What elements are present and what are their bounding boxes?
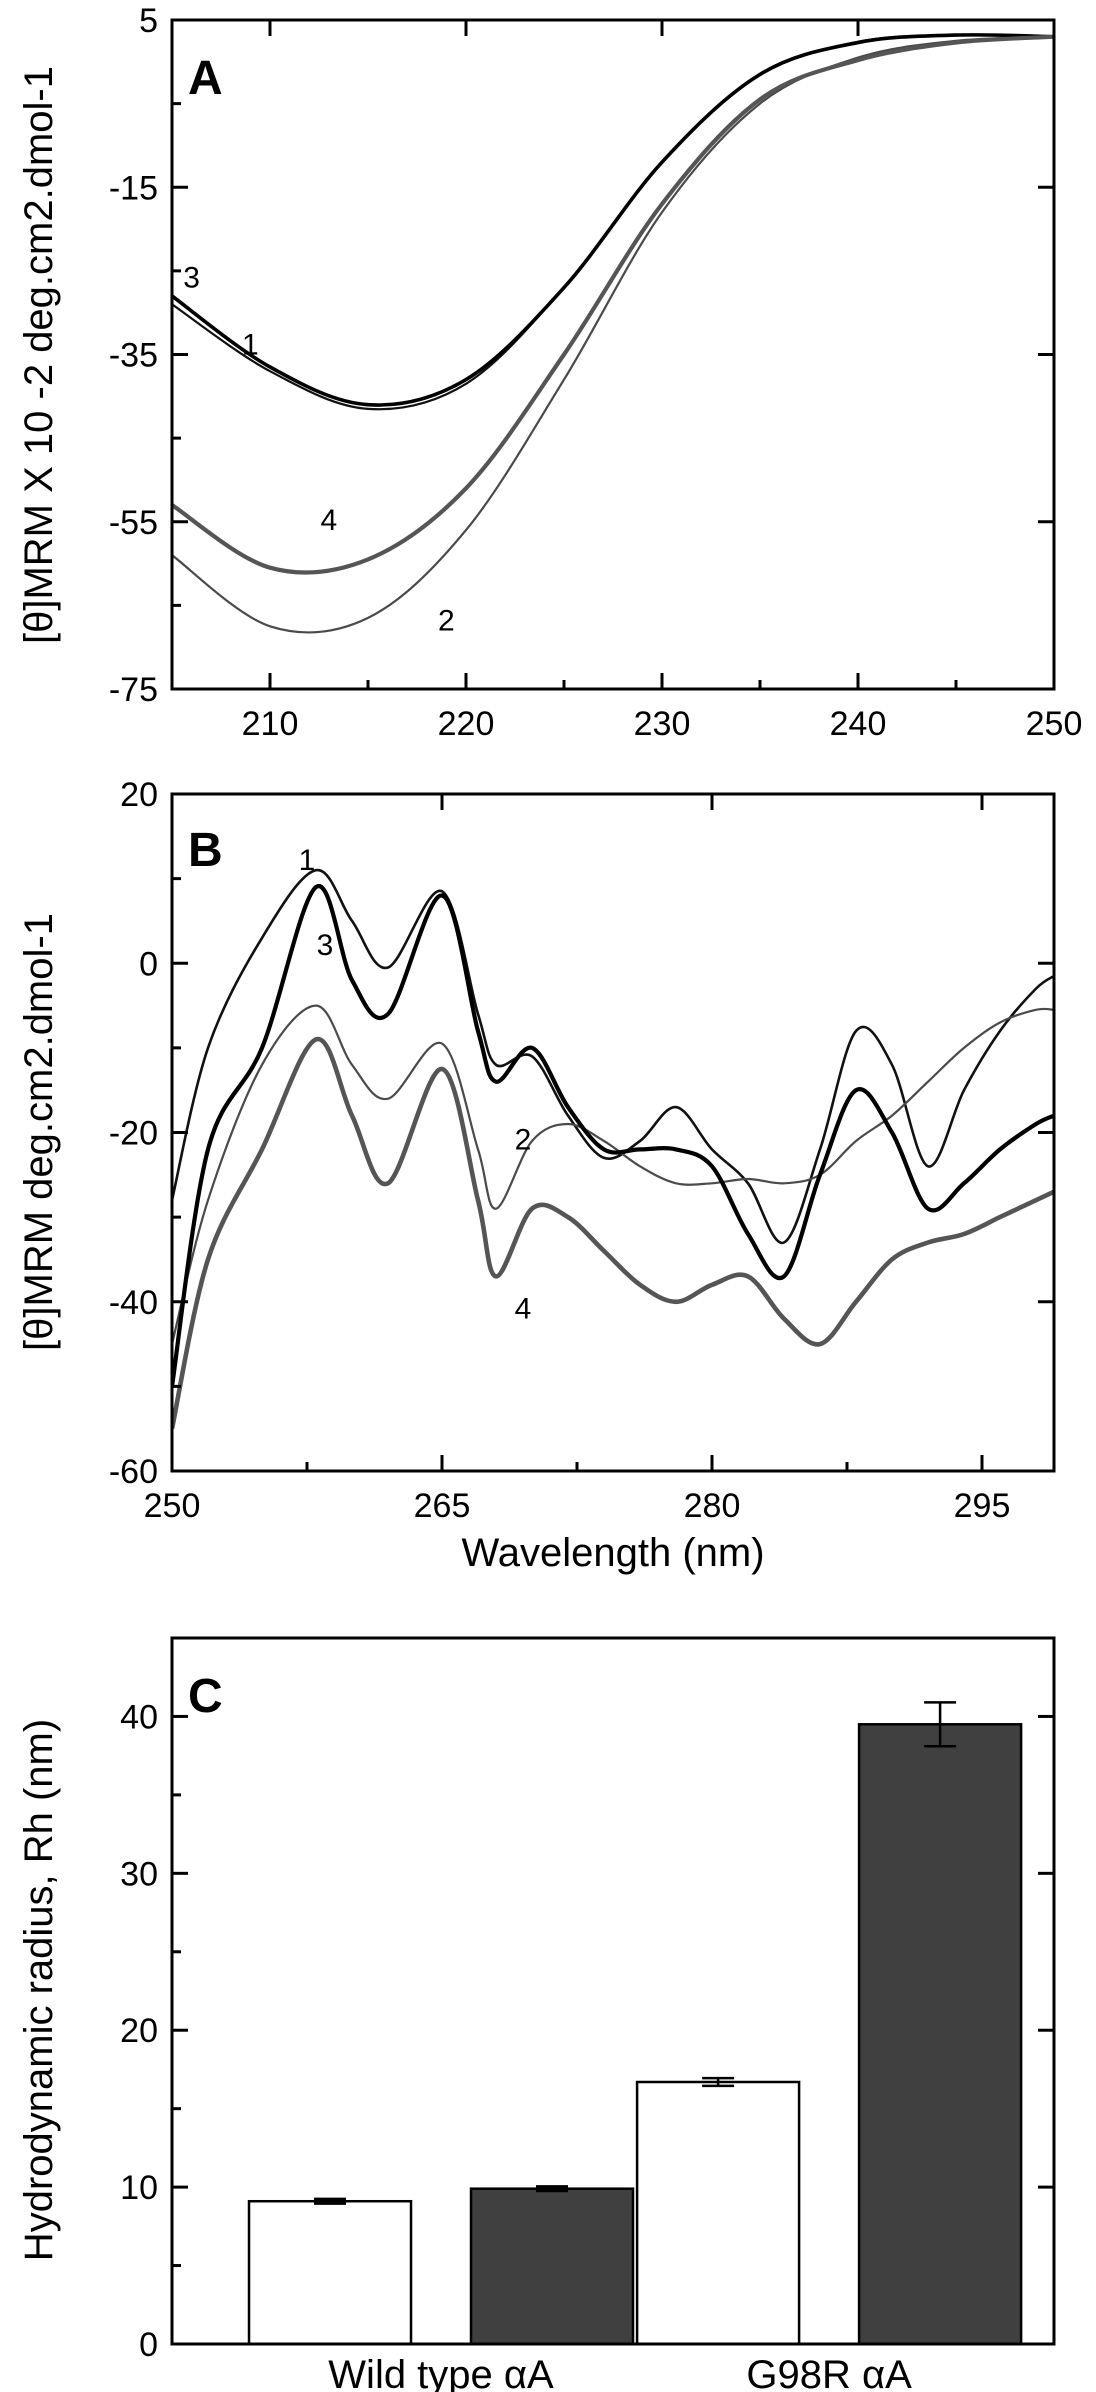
panel-c-bar bbox=[635, 2080, 801, 2346]
panel-b-x-tick-label: 295 bbox=[954, 1487, 1011, 1525]
panel-c-y-tick-label: 40 bbox=[120, 1698, 158, 1736]
panel-a-curve-label-3: 3 bbox=[183, 262, 200, 295]
panel-b-y-tick-label: 0 bbox=[139, 945, 158, 983]
panel-b-plot-area: 1 3 2 4 bbox=[172, 844, 1054, 1430]
panel-a-x-tick-label: 250 bbox=[1026, 705, 1083, 743]
panel-b-series-1-line bbox=[172, 868, 1054, 1244]
panel-a-y-axis-title: [θ]MRM X 10 -2 deg.cm2.dmol-1 bbox=[17, 66, 61, 644]
panel-a-x-tick-label: 210 bbox=[242, 705, 299, 743]
panel-c-ticks: Wild type αA G98R αA 0 10 20 30 40 bbox=[120, 1698, 1054, 2392]
panel-c-bar bbox=[857, 1723, 1023, 2346]
panel-c-bar bbox=[469, 2187, 635, 2346]
panel-a-series-4-line bbox=[172, 34, 1054, 575]
panel-a-y-tick-label: -35 bbox=[109, 337, 158, 375]
panel-b-y-tick-label: 20 bbox=[120, 776, 158, 814]
panel-a-curve-label-2: 2 bbox=[438, 604, 455, 637]
panel-c-y-tick-label: 10 bbox=[120, 2169, 158, 2207]
panel-b-x-tick-label: 265 bbox=[414, 1487, 471, 1525]
panel-b-curve-label-3: 3 bbox=[317, 929, 334, 962]
panel-b-y-tick-label: -20 bbox=[109, 1115, 158, 1153]
panel-b-series-2-line bbox=[172, 1004, 1054, 1345]
panel-a-y-tick-label: -55 bbox=[109, 504, 158, 542]
panel-a-curve-label-4: 4 bbox=[320, 504, 337, 537]
panel-b-frame bbox=[170, 792, 1056, 1473]
panel-c: C Wild type αA G98R αA 0 10 20 30 40 Hydrodyna… bbox=[17, 1636, 1056, 2392]
panel-c-category-label: G98R αA bbox=[746, 2353, 912, 2392]
panel-b-curve-label-2: 2 bbox=[515, 1123, 532, 1156]
panel-a-y-tick-label: -15 bbox=[109, 169, 158, 207]
panel-a-letter: A bbox=[188, 52, 223, 105]
panel-b-x-tick-label: 280 bbox=[684, 1487, 741, 1525]
panel-a-curve-label-1: 1 bbox=[242, 329, 259, 362]
panel-b-series-4-line bbox=[172, 1037, 1054, 1430]
panel-c-y-tick-label: 0 bbox=[139, 2326, 158, 2364]
panel-b-y-tick-label: -40 bbox=[109, 1284, 158, 1322]
panel-c-y-axis-title: Hydrodynamic radius, Rh (nm) bbox=[17, 1719, 61, 2261]
panel-a-series-3-line bbox=[172, 33, 1054, 407]
panel-b: 1 3 2 4 B 250 265 280 295 20 0 -20 -40 -60 [θ]MRM d… bbox=[17, 776, 1056, 1575]
panel-b-series-3-line bbox=[172, 884, 1054, 1387]
panel-c-y-tick-label: 30 bbox=[120, 1855, 158, 1893]
panel-b-curve-label-4: 4 bbox=[515, 1293, 532, 1326]
panel-b-y-axis-title: [θ]MRM deg.cm2.dmol-1 bbox=[17, 913, 61, 1351]
panel-a-x-tick-label: 220 bbox=[438, 705, 495, 743]
panel-a-series-2-line bbox=[172, 35, 1054, 634]
panel-c-category-label: Wild type αA bbox=[328, 2353, 554, 2392]
panel-b-y-tick-label: -60 bbox=[109, 1453, 158, 1491]
panel-a: 3 1 4 2 A 210 220 230 240 250 5 -15 -35 -55 -75 [θ]M… bbox=[17, 2, 1082, 743]
panel-a-x-tick-label: 230 bbox=[634, 705, 691, 743]
panel-b-x-tick-label: 250 bbox=[144, 1487, 201, 1525]
panel-c-plot-area bbox=[247, 1701, 1023, 2346]
panel-a-ticks: 210 220 230 240 250 5 -15 -35 -55 -75 bbox=[109, 2, 1083, 743]
panel-b-ticks: 250 265 280 295 20 0 -20 -40 -60 bbox=[109, 776, 1054, 1525]
panel-c-bar bbox=[247, 2199, 413, 2346]
panel-b-curve-label-1: 1 bbox=[299, 844, 316, 877]
panel-b-letter: B bbox=[188, 824, 223, 877]
panel-a-plot-area: 3 1 4 2 bbox=[172, 33, 1054, 637]
panel-c-frame bbox=[170, 1636, 1056, 2346]
panel-c-y-tick-label: 20 bbox=[120, 2012, 158, 2050]
panel-a-y-tick-label: -75 bbox=[109, 671, 158, 709]
panel-a-x-tick-label: 240 bbox=[830, 705, 887, 743]
panel-a-frame bbox=[170, 18, 1056, 691]
panel-c-letter: C bbox=[188, 1670, 223, 1723]
panel-a-y-tick-label: 5 bbox=[139, 2, 158, 40]
panel-b-x-axis-title: Wavelength (nm) bbox=[461, 1531, 764, 1575]
